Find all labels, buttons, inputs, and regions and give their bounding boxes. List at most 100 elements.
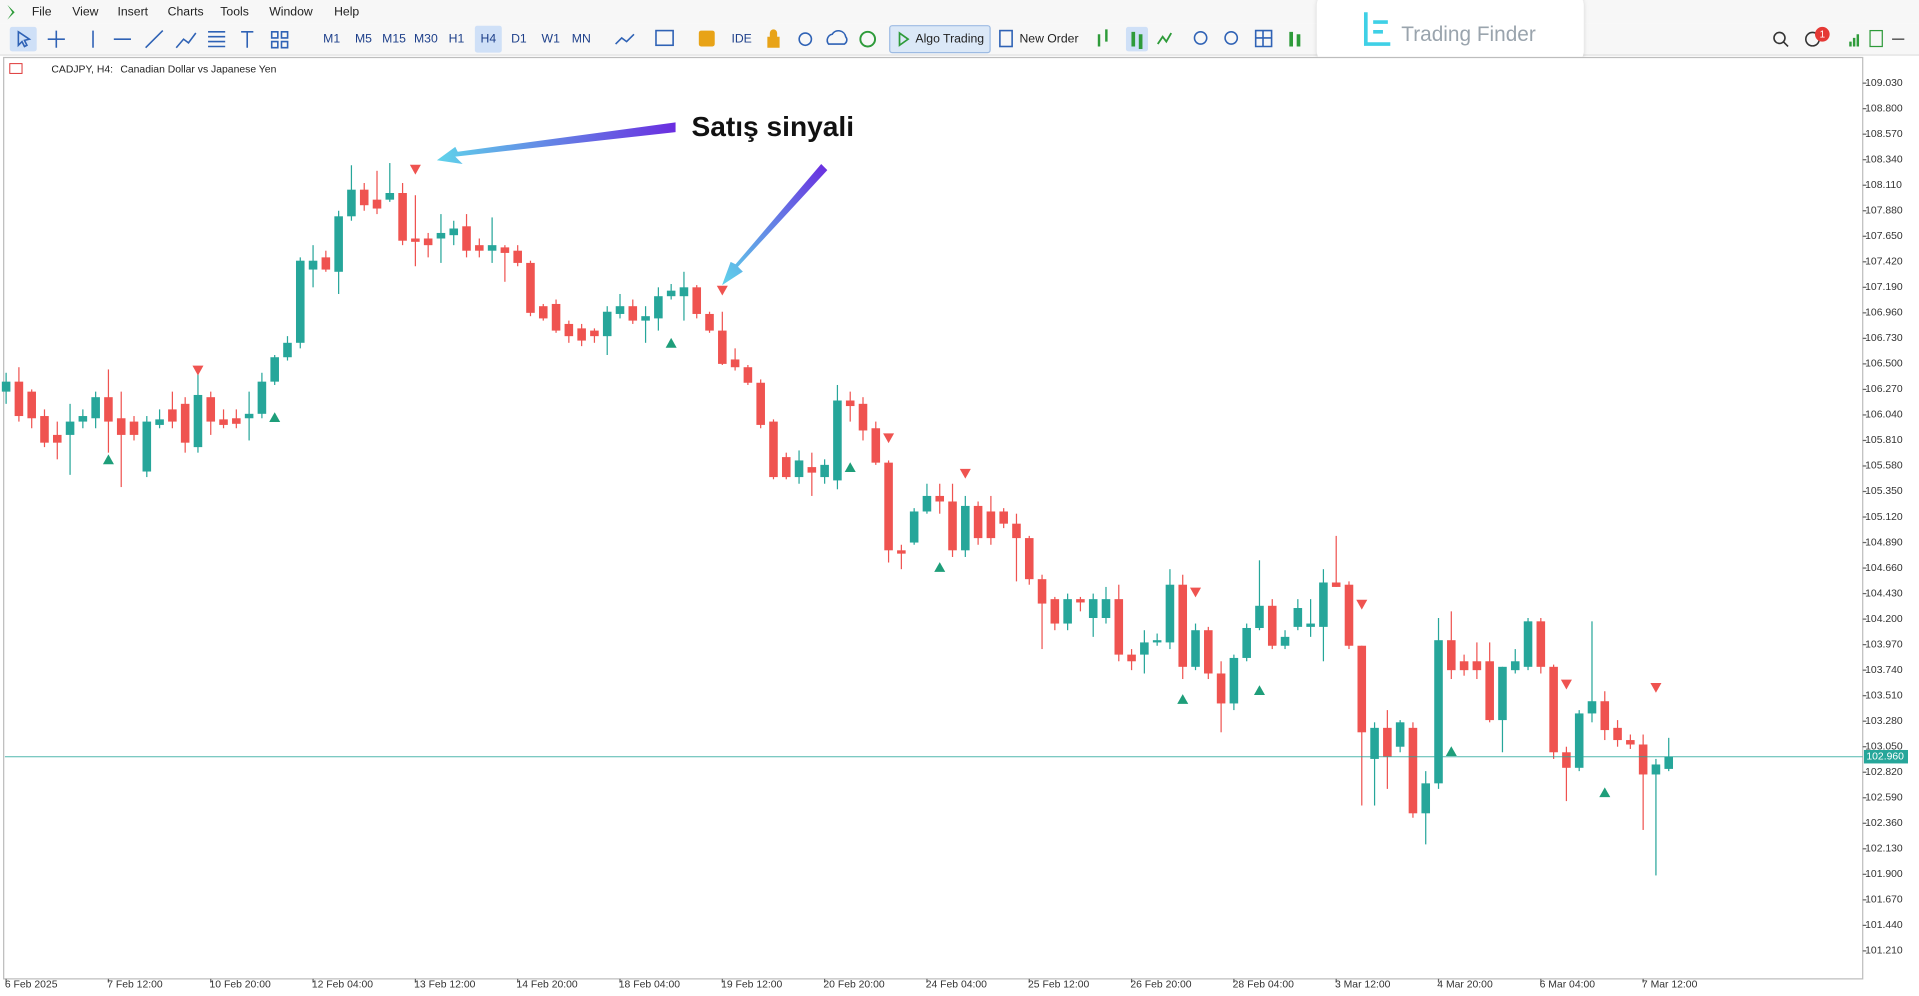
- indicators-icon[interactable]: [655, 29, 674, 47]
- y-tick-label: 104.890: [1865, 537, 1903, 548]
- y-tick-label: 106.960: [1865, 308, 1903, 319]
- zoom-out-icon[interactable]: [1224, 31, 1239, 45]
- candle-body: [1523, 621, 1533, 667]
- chart-symbol: CADJPY, H4:: [51, 64, 113, 75]
- candle-body: [807, 467, 817, 473]
- candle-body: [1076, 599, 1085, 603]
- y-tick-label: 101.900: [1865, 869, 1903, 880]
- menu-item[interactable]: Help: [334, 4, 359, 18]
- sell-signal: [883, 433, 895, 444]
- line-chart-icon[interactable]: [1157, 32, 1173, 45]
- y-tick-label: 107.190: [1865, 282, 1903, 293]
- trendline-icon[interactable]: [145, 30, 164, 49]
- candle-body: [398, 193, 407, 241]
- vps-icon[interactable]: [859, 30, 877, 48]
- candle-body: [206, 397, 216, 422]
- candle-body: [564, 323, 574, 337]
- menu-item[interactable]: Window: [269, 4, 313, 18]
- candle-body: [1562, 752, 1571, 768]
- fibo-icon[interactable]: [208, 31, 226, 48]
- timeframe-button[interactable]: M15: [382, 31, 406, 45]
- x-tick-label: 24 Feb 04:00: [926, 980, 987, 991]
- candle-body: [180, 403, 190, 443]
- logo-text: Trading Finder: [1401, 23, 1536, 46]
- depth-icon[interactable]: [1289, 31, 1301, 47]
- candle-body: [654, 296, 663, 319]
- timeframe-button[interactable]: H4: [481, 31, 497, 45]
- timeframe-button[interactable]: MN: [572, 31, 591, 45]
- candle-body: [1127, 654, 1136, 662]
- candle-body: [961, 505, 970, 551]
- tile-icon[interactable]: [1254, 29, 1273, 48]
- candle-body: [1331, 582, 1341, 587]
- channel-icon[interactable]: [175, 32, 197, 49]
- candle-body: [462, 226, 471, 251]
- candle-body: [1549, 666, 1558, 753]
- timeframe-button[interactable]: W1: [542, 31, 561, 45]
- cursor-button[interactable]: [9, 26, 37, 52]
- y-tick-label: 108.340: [1865, 154, 1903, 165]
- market-icon[interactable]: [698, 30, 715, 47]
- candle-body: [666, 290, 676, 297]
- candle-body: [909, 511, 919, 543]
- menu-item[interactable]: Charts: [168, 4, 204, 18]
- candle-button[interactable]: [1125, 26, 1148, 52]
- candle-body: [833, 400, 842, 481]
- new-order-icon[interactable]: [999, 29, 1013, 48]
- buy-signal: [844, 462, 856, 472]
- candle-body: [27, 391, 36, 419]
- chart-type-icon[interactable]: [615, 33, 635, 45]
- search-icon[interactable]: [1773, 31, 1786, 45]
- sell-signal: [409, 164, 421, 175]
- candle-body: [436, 232, 446, 239]
- menu: File View Insert Charts Tools Window Help: [7, 4, 359, 20]
- timeframe-button[interactable]: H1: [449, 31, 465, 45]
- timeframe-button[interactable]: M1: [323, 31, 340, 45]
- x-tick-label: 25 Feb 12:00: [1028, 980, 1089, 991]
- menu-item[interactable]: View: [72, 4, 98, 18]
- panel-icon[interactable]: [1869, 29, 1883, 48]
- y-tick-label: 104.200: [1865, 614, 1903, 625]
- algo-trading-label[interactable]: Algo Trading: [915, 31, 984, 45]
- cloud-icon[interactable]: [826, 30, 848, 45]
- logo-box: [1316, 0, 1584, 64]
- candle-body: [1357, 645, 1367, 733]
- y-tick-label: 102.820: [1865, 767, 1903, 778]
- buy-signal: [1599, 787, 1611, 798]
- ide-button[interactable]: IDE: [731, 31, 751, 45]
- candle-body: [1204, 630, 1213, 674]
- algo-trading-button[interactable]: [889, 25, 991, 54]
- candle-body: [1408, 727, 1418, 814]
- y-tick-label: 102.590: [1865, 793, 1903, 804]
- timeframe-button[interactable]: D1: [511, 31, 527, 45]
- menu-item[interactable]: Tools: [220, 4, 249, 18]
- candle-body: [1165, 584, 1175, 643]
- crosshair-icon[interactable]: [47, 30, 65, 48]
- bar-chart-icon[interactable]: [1097, 29, 1108, 47]
- candle-body: [628, 306, 638, 321]
- y-tick-label: 108.570: [1865, 129, 1903, 140]
- signal-icon[interactable]: [798, 32, 813, 47]
- timeframe-button[interactable]: M5: [355, 31, 372, 45]
- candle-body: [692, 287, 702, 314]
- shapes-icon[interactable]: [270, 31, 289, 49]
- candle-body: [1191, 630, 1200, 667]
- candle-body: [513, 250, 522, 263]
- candle-body: [1050, 599, 1060, 624]
- candle-body: [244, 413, 254, 419]
- menu-item[interactable]: File: [32, 4, 52, 18]
- candle-body: [257, 381, 267, 414]
- text-icon[interactable]: [241, 31, 254, 48]
- candle-body: [193, 394, 203, 448]
- y-tick-label: 103.970: [1865, 639, 1903, 650]
- candle-body: [142, 421, 152, 472]
- timeframe-button[interactable]: M30: [414, 31, 438, 45]
- lock-icon[interactable]: [767, 29, 780, 48]
- candle-body: [321, 257, 331, 270]
- y-tick-label: 107.650: [1865, 231, 1903, 242]
- menu-item[interactable]: Insert: [117, 4, 148, 18]
- new-order-label[interactable]: New Order: [1019, 31, 1078, 45]
- zoom-in-icon[interactable]: [1193, 31, 1208, 45]
- y-tick-label: 103.280: [1865, 716, 1903, 727]
- price-label: 102.960: [1866, 751, 1904, 762]
